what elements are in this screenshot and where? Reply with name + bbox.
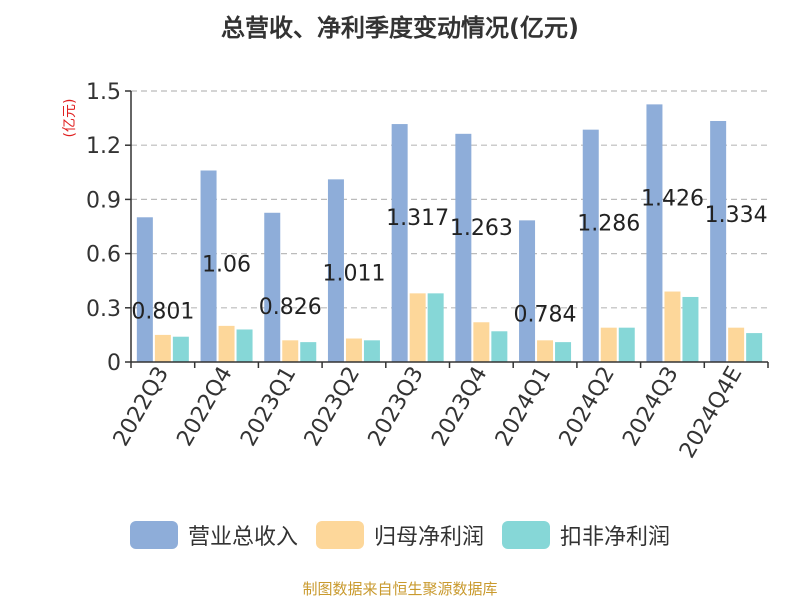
bar <box>646 104 663 363</box>
bar <box>172 336 189 362</box>
bar <box>236 329 253 362</box>
bar <box>664 291 681 362</box>
bar <box>618 327 635 362</box>
legend-label: 营业总收入 <box>187 525 298 550</box>
x-tick-label: 2024Q3 <box>618 363 683 451</box>
bar <box>582 129 599 362</box>
bars <box>136 104 763 363</box>
x-tick-label: 2024Q4E <box>675 363 747 463</box>
data-label: 0.826 <box>259 295 322 320</box>
data-label: 1.426 <box>641 186 704 211</box>
bar <box>555 342 572 362</box>
bar <box>473 322 490 362</box>
data-label: 1.06 <box>202 252 251 277</box>
data-label: 1.263 <box>450 216 513 241</box>
data-label: 1.317 <box>386 206 449 231</box>
legend-label: 归母净利润 <box>373 525 484 550</box>
bar <box>409 293 426 362</box>
y-tick-label: 1.5 <box>86 80 121 105</box>
chart-title: 总营收、净利季度变动情况(亿元) <box>221 14 579 42</box>
legend-item[interactable]: 扣非净利润 <box>502 519 670 551</box>
bar <box>427 293 444 362</box>
data-label: 0.801 <box>131 299 194 324</box>
bar <box>746 333 763 362</box>
legend: 营业总收入 归母净利润 扣非净利润 <box>0 518 800 552</box>
legend-label: 扣非净利润 <box>560 525 671 550</box>
data-label: 1.011 <box>322 261 385 286</box>
bar <box>345 338 362 362</box>
bar <box>537 340 554 362</box>
bar <box>600 327 617 362</box>
legend-swatch <box>129 521 178 549</box>
bar <box>682 296 699 362</box>
legend-swatch <box>315 521 364 549</box>
legend-item[interactable]: 归母净利润 <box>315 519 484 551</box>
bar <box>264 212 281 362</box>
bar <box>363 340 380 362</box>
bar <box>491 331 508 362</box>
x-tick-label: 2023Q2 <box>300 363 365 451</box>
bar <box>136 217 153 362</box>
data-label: 1.334 <box>705 203 768 228</box>
bar <box>154 334 171 362</box>
axes: 00.30.60.91.21.52022Q32022Q42023Q12023Q2… <box>86 80 769 463</box>
x-tick-label: 2023Q1 <box>236 363 301 451</box>
y-axis-label: (亿元) <box>62 99 78 138</box>
bar <box>300 342 317 362</box>
y-tick-label: 0 <box>107 351 121 376</box>
source-note: 制图数据来自恒生聚源数据库 <box>302 580 498 598</box>
x-tick-label: 2024Q2 <box>555 363 620 451</box>
y-tick-label: 0.6 <box>86 243 121 268</box>
bar <box>728 327 745 362</box>
x-tick-label: 2022Q4 <box>172 363 237 451</box>
data-label: 0.784 <box>514 302 577 327</box>
x-tick-label: 2024Q1 <box>491 363 556 451</box>
bar <box>519 220 536 362</box>
y-tick-label: 0.3 <box>86 297 121 322</box>
data-label: 1.286 <box>577 212 640 237</box>
y-tick-label: 1.2 <box>86 134 121 159</box>
bar <box>200 170 217 362</box>
bar <box>282 340 299 362</box>
legend-item[interactable]: 营业总收入 <box>129 519 298 551</box>
legend-swatch <box>502 521 550 549</box>
bar <box>455 133 472 362</box>
bar <box>391 124 408 362</box>
x-tick-label: 2023Q3 <box>364 363 429 451</box>
bar <box>710 120 727 363</box>
x-tick-label: 2023Q4 <box>427 362 492 450</box>
bar <box>327 179 344 362</box>
bar <box>218 325 235 362</box>
y-tick-label: 0.9 <box>86 188 121 213</box>
